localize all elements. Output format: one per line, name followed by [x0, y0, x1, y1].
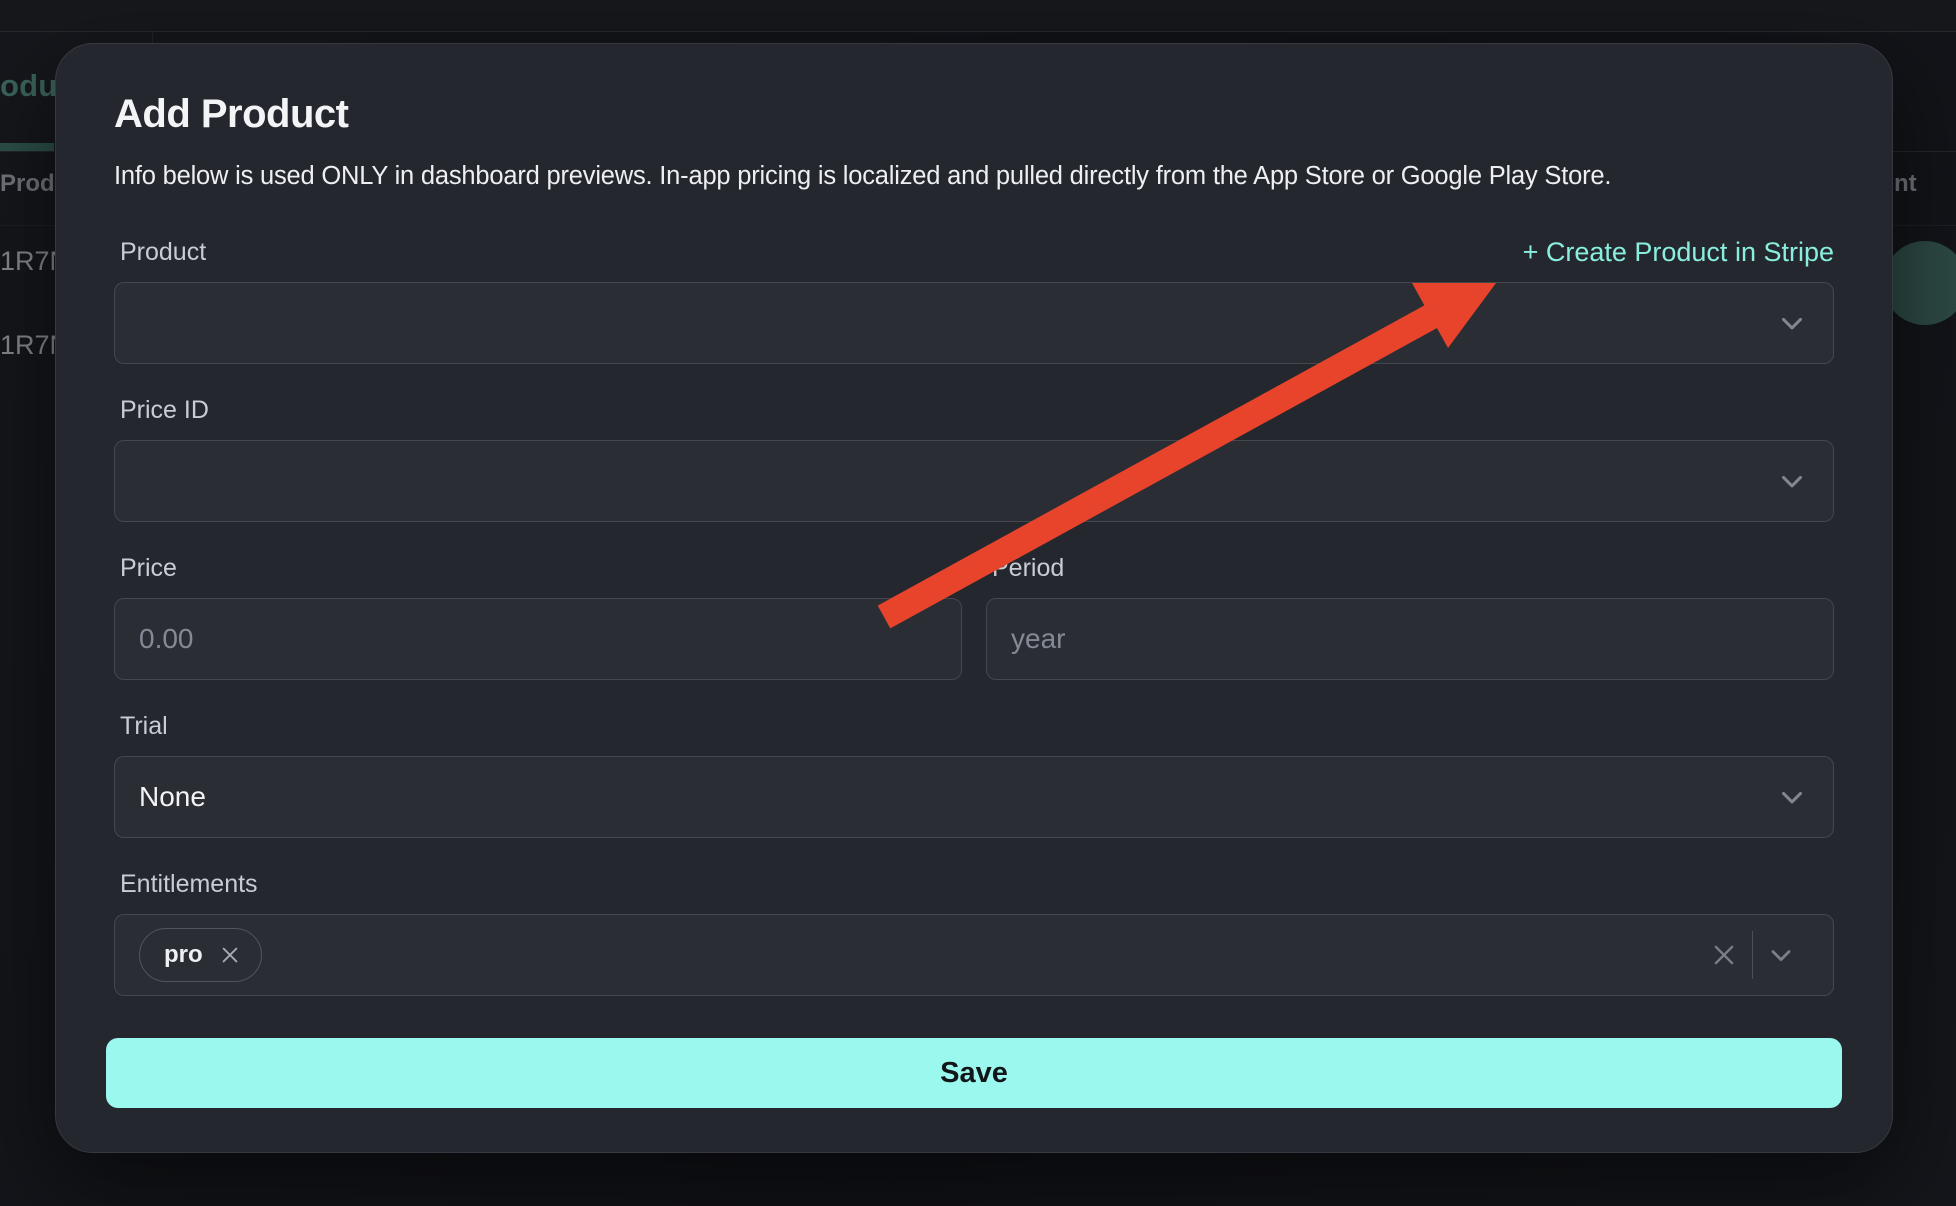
create-product-in-stripe-link[interactable]: + Create Product in Stripe — [1522, 237, 1834, 267]
entitlements-multiselect[interactable]: pro — [114, 914, 1834, 996]
trial-select-value: None — [139, 781, 206, 812]
chevron-down-icon — [1782, 317, 1802, 330]
save-button[interactable]: Save — [106, 1038, 1842, 1108]
modal-title: Add Product — [114, 92, 349, 136]
chevron-down-icon — [1771, 950, 1791, 962]
active-tab-underline — [0, 143, 54, 151]
column-divider — [152, 33, 153, 51]
product-label: Product — [120, 238, 207, 266]
product-select[interactable] — [114, 282, 1834, 364]
price-id-select[interactable] — [114, 440, 1834, 522]
chip-remove-icon[interactable] — [219, 944, 241, 966]
modal-subtitle: Info below is used ONLY in dashboard pre… — [114, 162, 1612, 190]
entitlement-badge-circle — [1883, 241, 1956, 325]
top-bar — [0, 0, 1956, 32]
price-id-label: Price ID — [120, 396, 209, 424]
price-label: Price — [120, 554, 177, 582]
trial-select[interactable]: None — [114, 756, 1834, 838]
expand-options-button[interactable] — [1753, 927, 1809, 983]
entitlement-chip-pro: pro — [139, 928, 262, 982]
chevron-down-icon — [1782, 475, 1802, 488]
tab-products-partial[interactable]: odu — [0, 68, 58, 103]
chip-label: pro — [164, 941, 203, 968]
period-input[interactable] — [1011, 599, 1809, 679]
add-product-modal: Add Product Info below is used ONLY in d… — [55, 43, 1893, 1153]
trial-label: Trial — [120, 712, 168, 740]
clear-icon — [1714, 945, 1733, 965]
clear-all-button[interactable] — [1696, 927, 1752, 983]
period-label: Period — [992, 554, 1065, 582]
entitlements-label: Entitlements — [120, 870, 258, 898]
table-header-entitlement-partial: nt — [1894, 170, 1917, 197]
chevron-down-icon — [1782, 791, 1802, 804]
price-input[interactable] — [139, 599, 937, 679]
control-divider — [1751, 931, 1753, 979]
